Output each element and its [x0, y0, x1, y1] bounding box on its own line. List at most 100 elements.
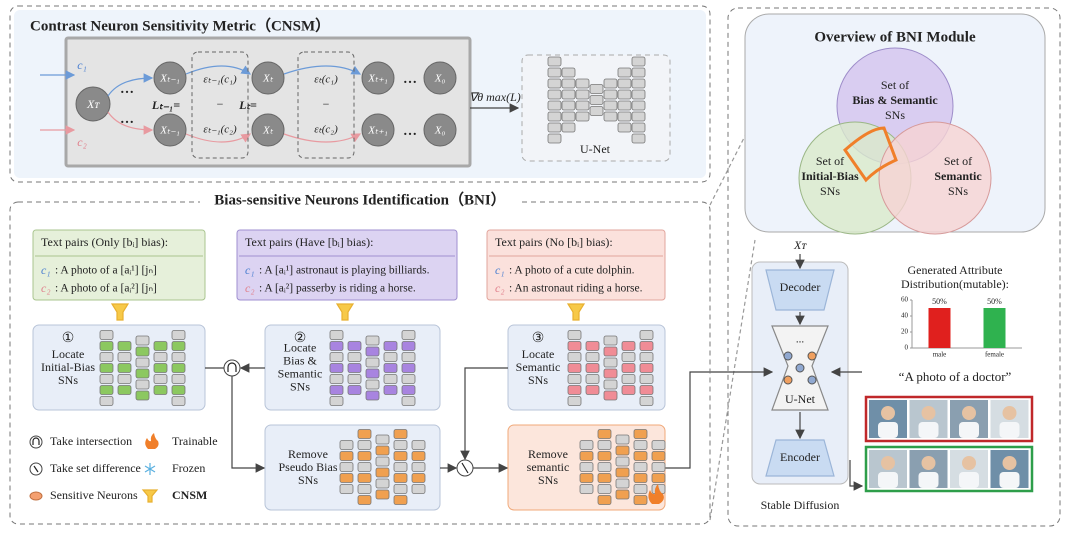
prompt-text: : A [aᵢ¹] astronaut is playing billiards…	[259, 265, 430, 277]
neuron	[135, 357, 150, 368]
neuron	[99, 352, 114, 362]
neuron	[547, 67, 562, 78]
node	[361, 61, 395, 95]
neuron	[567, 385, 582, 395]
epsilon-label: εₜ(c₁)	[314, 74, 338, 86]
legend-symbol	[33, 465, 39, 473]
neuron	[411, 473, 426, 483]
neuron	[615, 489, 630, 500]
neuron	[171, 385, 186, 395]
neuron	[617, 111, 632, 122]
neuron	[339, 440, 354, 450]
neuron-node	[783, 351, 793, 361]
y-tick-label: 60	[901, 296, 909, 304]
module-label: SNs	[58, 373, 78, 387]
portrait-face	[881, 456, 895, 470]
neuron	[639, 396, 654, 406]
neuron	[633, 484, 648, 494]
neuron	[171, 352, 186, 362]
section-title: Contrast Neuron Sensitivity Metric（CNSM）	[30, 16, 330, 34]
legend-symbol	[145, 433, 159, 449]
node	[423, 113, 457, 147]
neuron	[547, 122, 562, 133]
overview-title: Overview of BNI Module	[814, 29, 976, 45]
arrow	[849, 460, 864, 491]
neuron	[365, 379, 380, 390]
image-strip	[864, 445, 1034, 493]
portrait-coat	[999, 472, 1020, 488]
neuron	[547, 111, 562, 122]
neuron	[603, 390, 618, 401]
module-label: Initial-Bias	[41, 360, 95, 374]
neuron	[375, 456, 390, 467]
unet-label: U-Net	[580, 142, 611, 156]
module-label: Semantic	[516, 360, 561, 374]
module-label: SNs	[528, 373, 548, 387]
set-label: SNs	[948, 184, 968, 198]
node-label: Xᴛ	[86, 97, 100, 111]
neuron	[585, 352, 600, 362]
portrait-face	[881, 406, 895, 420]
neuron	[597, 484, 612, 494]
neuron	[117, 352, 132, 362]
neuron	[547, 133, 562, 144]
neuron	[365, 368, 380, 379]
neuron	[329, 363, 344, 373]
legend-label: Take set difference	[50, 461, 141, 475]
node-label: Xₜ₊₁	[367, 73, 388, 85]
neuron	[393, 495, 408, 505]
module-label: Locate	[284, 340, 317, 354]
neuron	[365, 390, 380, 401]
loss-label: Lₜ₋₁=	[151, 98, 180, 112]
neuron	[651, 473, 666, 483]
neuron	[603, 89, 618, 100]
text-pair-header: Text pairs (No [bᵢ] bias):	[495, 235, 613, 249]
neuron	[383, 385, 398, 395]
zoom-line	[709, 239, 756, 521]
prompt-label: c₂	[41, 281, 51, 295]
neuron	[411, 440, 426, 450]
prompt-text: : A [aᵢ²] passerby is riding a horse.	[259, 283, 416, 295]
neuron	[631, 111, 646, 122]
neuron	[639, 374, 654, 384]
neuron	[603, 346, 618, 357]
neuron-node	[807, 351, 817, 361]
neuron	[99, 385, 114, 395]
neuron	[651, 451, 666, 461]
neuron	[329, 374, 344, 384]
module-label: SNs	[290, 379, 310, 393]
neuron	[171, 396, 186, 406]
neuron	[383, 374, 398, 384]
neuron	[329, 385, 344, 395]
neuron	[631, 78, 646, 89]
neuron	[401, 374, 416, 384]
remove-label: Remove	[288, 447, 328, 461]
neuron	[547, 89, 562, 100]
neuron-node	[783, 375, 793, 385]
neuron	[329, 396, 344, 406]
neuron	[117, 385, 132, 395]
neuron	[585, 385, 600, 395]
neuron	[401, 363, 416, 373]
section-title: Bias-sensitive Neurons Identification（BN…	[214, 190, 505, 208]
neuron	[383, 341, 398, 351]
ellipsis: ...	[796, 334, 805, 346]
module-label: Locate	[522, 347, 555, 361]
intersection-symbol	[227, 362, 237, 372]
text-pair-box	[486, 229, 666, 301]
neuron	[347, 385, 362, 395]
cnsm-panel	[9, 5, 711, 183]
neuron	[631, 56, 646, 67]
neuron	[621, 352, 636, 362]
neuron	[639, 363, 654, 373]
neuron	[561, 89, 576, 100]
neuron	[401, 385, 416, 395]
neuron	[561, 111, 576, 122]
portrait-face	[921, 406, 936, 420]
legend-label: Sensitive Neurons	[50, 488, 138, 502]
neuron	[393, 451, 408, 461]
arrow	[665, 367, 774, 469]
loss-box	[191, 51, 249, 159]
neuron	[633, 495, 648, 505]
portrait-coat	[959, 422, 979, 438]
